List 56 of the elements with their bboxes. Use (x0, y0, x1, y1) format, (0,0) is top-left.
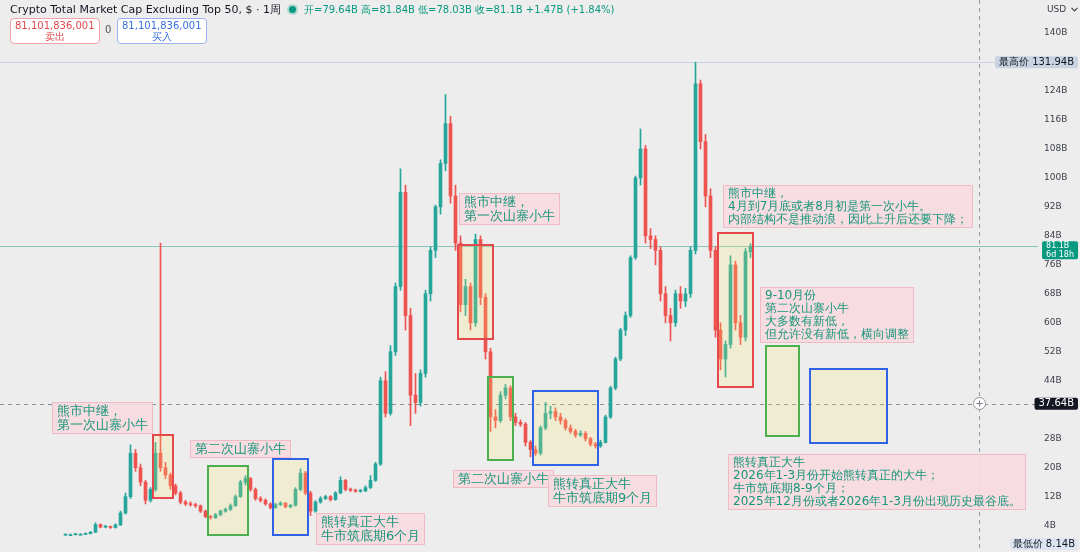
y-tick-label: 116B (1044, 114, 1068, 125)
chart-title: Crypto Total Market Cap Excluding Top 50, $ · 1周 (10, 2, 281, 17)
ref-line-label: 81.1B 6d 18h (1046, 241, 1075, 259)
note-box: 熊市中继， 第一次山寨小牛 (52, 402, 153, 434)
y-tick-label: 124B (1044, 85, 1068, 96)
ref-line-label: 最高价 131.94B (998, 55, 1075, 67)
y-tick-label: 4B (1044, 519, 1056, 530)
annotation: 熊市中继， (728, 186, 788, 200)
annotation: 0 (105, 24, 112, 36)
y-tick-label: 84B (1044, 230, 1062, 241)
annotation: 9-10月份 (765, 288, 817, 302)
note-box: 熊转真正大牛 牛市筑底期6个月 (316, 513, 426, 545)
annotation: 熊转真正大牛 (553, 476, 631, 491)
y-tick-label: 76B (1044, 259, 1062, 270)
annotation: 但允许没有新低，横向调整 (765, 327, 909, 341)
y-axis-title: USD (1047, 4, 1067, 14)
annotation: 第一次山寨小牛 (464, 208, 555, 223)
annotation: 大多数有新低， (765, 314, 850, 328)
annotation: 2026年1-3月份开始熊转真正的大牛； (733, 468, 941, 482)
annotation: 4月到7月底或者8月初是第一次小牛。 (728, 199, 932, 213)
button[interactable]: 81,101,836,001 买入 (117, 18, 207, 44)
button[interactable]: 81,101,836,001 卖出 (10, 18, 100, 44)
y-tick-label: 92B (1044, 201, 1062, 212)
y-tick-label: 52B (1044, 346, 1062, 357)
annotation: 81,101,836,001 卖出 (15, 20, 95, 42)
annotation: 第二次山寨小牛 (195, 441, 286, 456)
y-tick-label: 44B (1044, 375, 1062, 386)
annotation: 2025年12月份或者2026年1-3月份出现历史最谷底。 (733, 494, 1021, 508)
note-box: 第二次山寨小牛 (453, 470, 554, 488)
y-tick-label: 140B (1044, 27, 1068, 38)
y-tick-label: 28B (1044, 433, 1062, 444)
y-tick-label: 108B (1044, 143, 1068, 154)
annotation: 内部结构不是推动浪，因此上升后还要下降； (728, 212, 968, 226)
y-tick-label: 68B (1044, 288, 1062, 299)
annotation: 牛市筑底期9个月 (553, 490, 653, 505)
annotation: 最低价 8.14B (1012, 538, 1075, 550)
note-box: 第二次山寨小牛 (190, 440, 291, 458)
annotation: 熊转真正大牛 (733, 455, 806, 469)
annotation: 第二次山寨小牛 (765, 301, 850, 315)
y-tick-label: 100B (1044, 172, 1068, 183)
annotation: 牛市筑底期6个月 (321, 528, 421, 543)
note-box: 熊转真正大牛 牛市筑底期9个月 (548, 475, 658, 507)
annotation: 第二次山寨小牛 (458, 471, 549, 486)
y-tick-label: 20B (1044, 462, 1062, 473)
chart-subtitle: 开=79.64B 高=81.84B 低=78.03B 收=81.1B +1.47B (+1.84%) (304, 2, 615, 17)
annotation: 熊转真正大牛 (321, 514, 399, 529)
annotation: 熊市中继， (57, 403, 122, 418)
note-box: 熊市中继， 4月到7月底或者8月初是第一次小牛。 内部结构不是推动浪，因此上升后还要下降； (723, 185, 973, 228)
y-tick-label: 60B (1044, 317, 1062, 328)
annotation: 81,101,836,001 买入 (122, 20, 202, 42)
annotation: 熊市中继， (464, 194, 529, 209)
annotation: 牛市筑底期8-9个月； (733, 481, 849, 495)
note-box: 熊市中继， 第一次山寨小牛 (459, 193, 560, 225)
y-tick-label: 12B (1044, 491, 1062, 502)
ref-line-label: 37.64B (1038, 397, 1075, 409)
annotation: 第一次山寨小牛 (57, 417, 148, 432)
